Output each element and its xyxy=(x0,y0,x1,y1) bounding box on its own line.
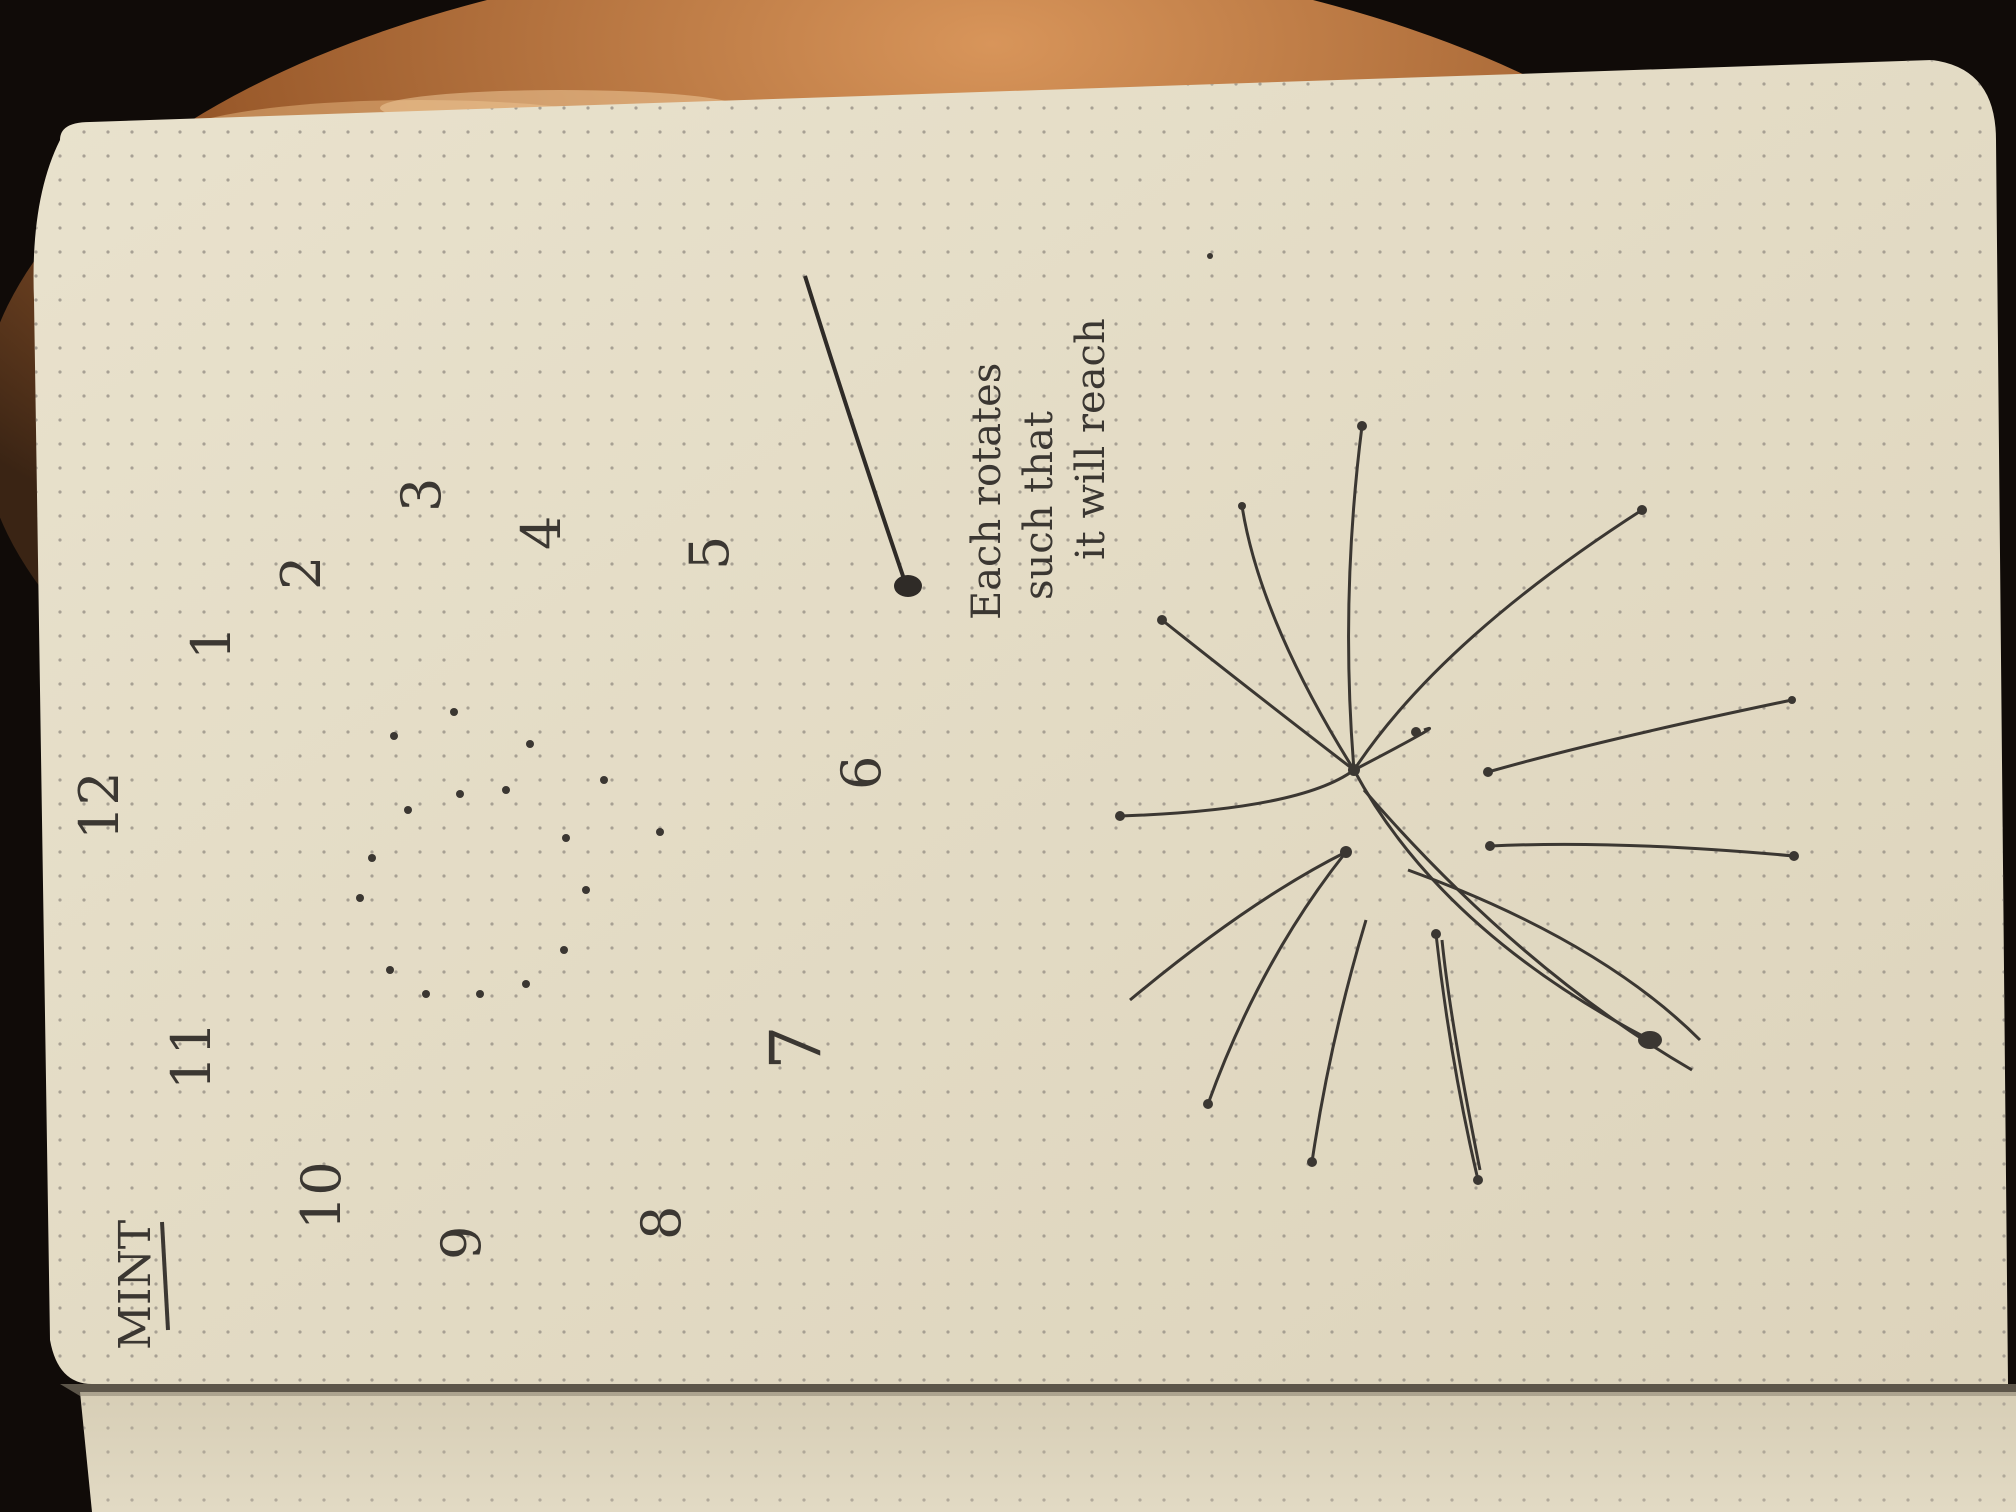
note-line-3: it will reach xyxy=(1068,318,1114,560)
numeral-11: 11 xyxy=(160,1021,223,1090)
numeral-6: 6 xyxy=(830,756,893,790)
note-line-1: Each rotates xyxy=(964,363,1010,620)
clock-numerals: 12 1 2 3 4 5 6 7 8 9 10 11 xyxy=(68,478,893,1260)
numeral-8: 8 xyxy=(630,1206,693,1240)
page-heading: MINT xyxy=(110,1220,161,1350)
numeral-5: 5 xyxy=(678,536,741,570)
inner-tick-circle xyxy=(356,708,664,998)
pendulum-sketch xyxy=(803,275,922,597)
numeral-12: 12 xyxy=(68,771,131,840)
numeral-7: 7 xyxy=(755,1025,837,1070)
numeral-9: 9 xyxy=(430,1226,493,1260)
numeral-4: 4 xyxy=(510,516,573,550)
numeral-3: 3 xyxy=(390,478,453,512)
binding-gutter xyxy=(60,1384,2016,1396)
note-line-2: such that xyxy=(1016,411,1062,600)
handwritten-note: Each rotates such that it will reach xyxy=(964,318,1114,620)
notebook xyxy=(33,60,2016,1512)
starburst-endpoints xyxy=(1115,421,1799,1185)
numeral-2: 2 xyxy=(270,556,333,590)
numeral-1: 1 xyxy=(180,626,243,660)
heading-underline xyxy=(160,1221,170,1331)
numeral-10: 10 xyxy=(290,1161,353,1230)
